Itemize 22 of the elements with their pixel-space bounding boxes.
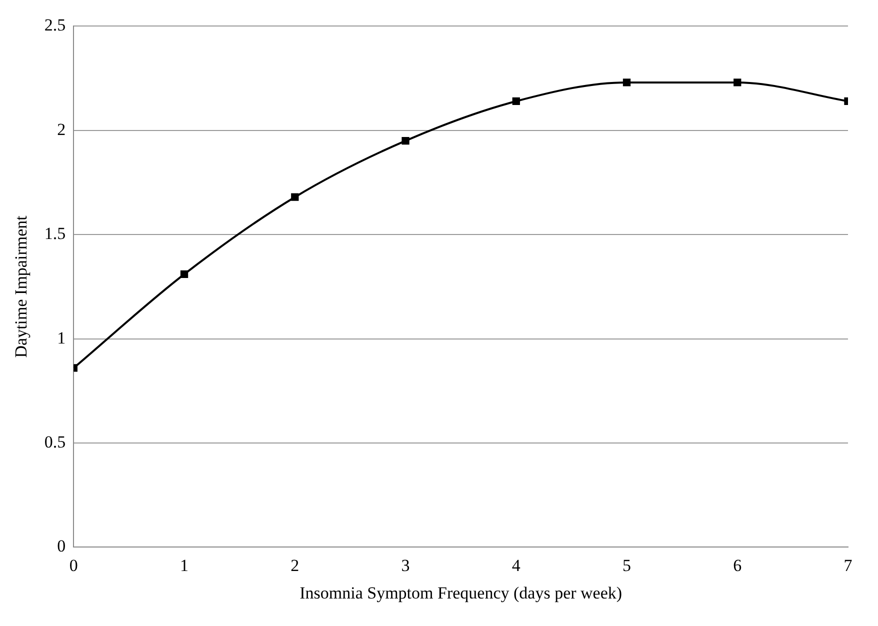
point	[180, 270, 188, 278]
y-tick-label: 2	[57, 120, 66, 139]
x-tick-label: 0	[69, 556, 78, 575]
y-tick-label: 0	[57, 536, 66, 556]
x-tick-label: 7	[844, 556, 853, 575]
x-axis-title: Insomnia Symptom Frequency (days per week)	[300, 583, 622, 602]
point	[622, 78, 631, 86]
y-tick-label: 2.5	[44, 16, 66, 35]
point	[734, 78, 742, 86]
x-tick-label: 1	[180, 556, 189, 575]
x-tick-label: 3	[401, 556, 410, 575]
x-tick-label: 2	[290, 556, 300, 575]
x-tick-label: 6	[733, 556, 742, 575]
x-tick-label: 4	[512, 556, 521, 575]
x-tick-label: 5	[622, 556, 632, 575]
point	[402, 136, 410, 145]
y-tick-label: 1	[57, 328, 66, 348]
y-tick-label: 0.5	[44, 432, 66, 452]
y-axis-title: Daytime Impairment	[12, 215, 31, 358]
point	[291, 193, 299, 201]
y-tick-label: 1.5	[44, 224, 66, 244]
point	[512, 97, 520, 106]
